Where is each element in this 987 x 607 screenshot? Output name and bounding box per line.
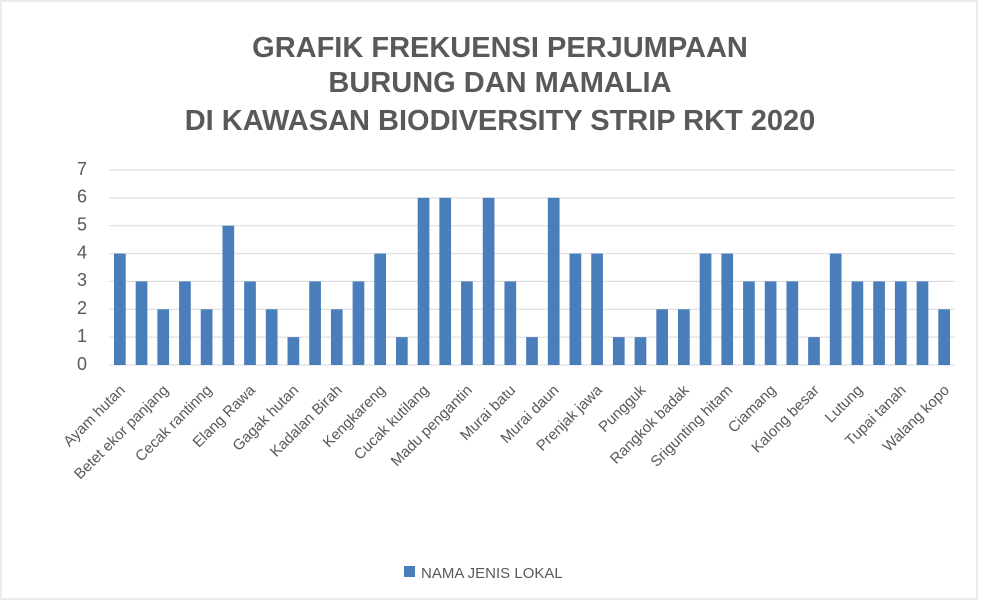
y-tick-label: 1 (77, 326, 87, 346)
bar (200, 309, 213, 365)
bar (395, 337, 408, 365)
bar (265, 309, 278, 365)
y-tick-label: 3 (77, 270, 87, 290)
bar (591, 253, 603, 365)
bar (244, 281, 256, 365)
y-tick-label: 7 (77, 159, 87, 179)
chart-title: GRAFIK FREKUENSI PERJUMPAAN (252, 32, 748, 64)
bar (808, 337, 820, 365)
legend-swatch (404, 566, 415, 577)
y-tick-label: 6 (77, 187, 87, 207)
bar (743, 281, 755, 365)
bar (113, 253, 126, 365)
bar (634, 337, 647, 365)
y-tick-label: 0 (77, 354, 87, 374)
chart-title: BURUNG DAN MAMALIA (328, 67, 671, 99)
y-tick-label: 2 (77, 298, 87, 318)
bar (461, 281, 473, 365)
bar (526, 337, 538, 365)
bar (612, 337, 625, 365)
bar (547, 197, 560, 365)
bar (786, 281, 799, 365)
legend-label: NAMA JENIS LOKAL (421, 565, 563, 582)
bar (569, 253, 582, 365)
bar (309, 281, 321, 365)
bar (699, 253, 712, 365)
bar (330, 309, 343, 365)
bar (938, 309, 951, 365)
bar (873, 281, 885, 365)
y-tick-label: 5 (77, 214, 87, 234)
bar (482, 197, 495, 365)
bar (504, 281, 517, 365)
bar (764, 281, 777, 365)
bar (894, 281, 907, 365)
y-tick-label: 4 (77, 242, 87, 262)
bar (439, 197, 452, 365)
bar (222, 225, 235, 365)
bar (374, 253, 387, 365)
bar (851, 281, 864, 365)
bar (916, 281, 929, 365)
bar (135, 281, 148, 365)
bar (179, 281, 191, 365)
chart-title: DI KAWASAN BIODIVERSITY STRIP RKT 2020 (185, 105, 816, 137)
bar (417, 197, 430, 365)
bar (721, 253, 734, 365)
bar (677, 309, 690, 365)
bar (829, 253, 842, 365)
bar (287, 337, 300, 365)
bar (157, 309, 170, 365)
bar (352, 281, 365, 365)
bar (656, 309, 669, 365)
